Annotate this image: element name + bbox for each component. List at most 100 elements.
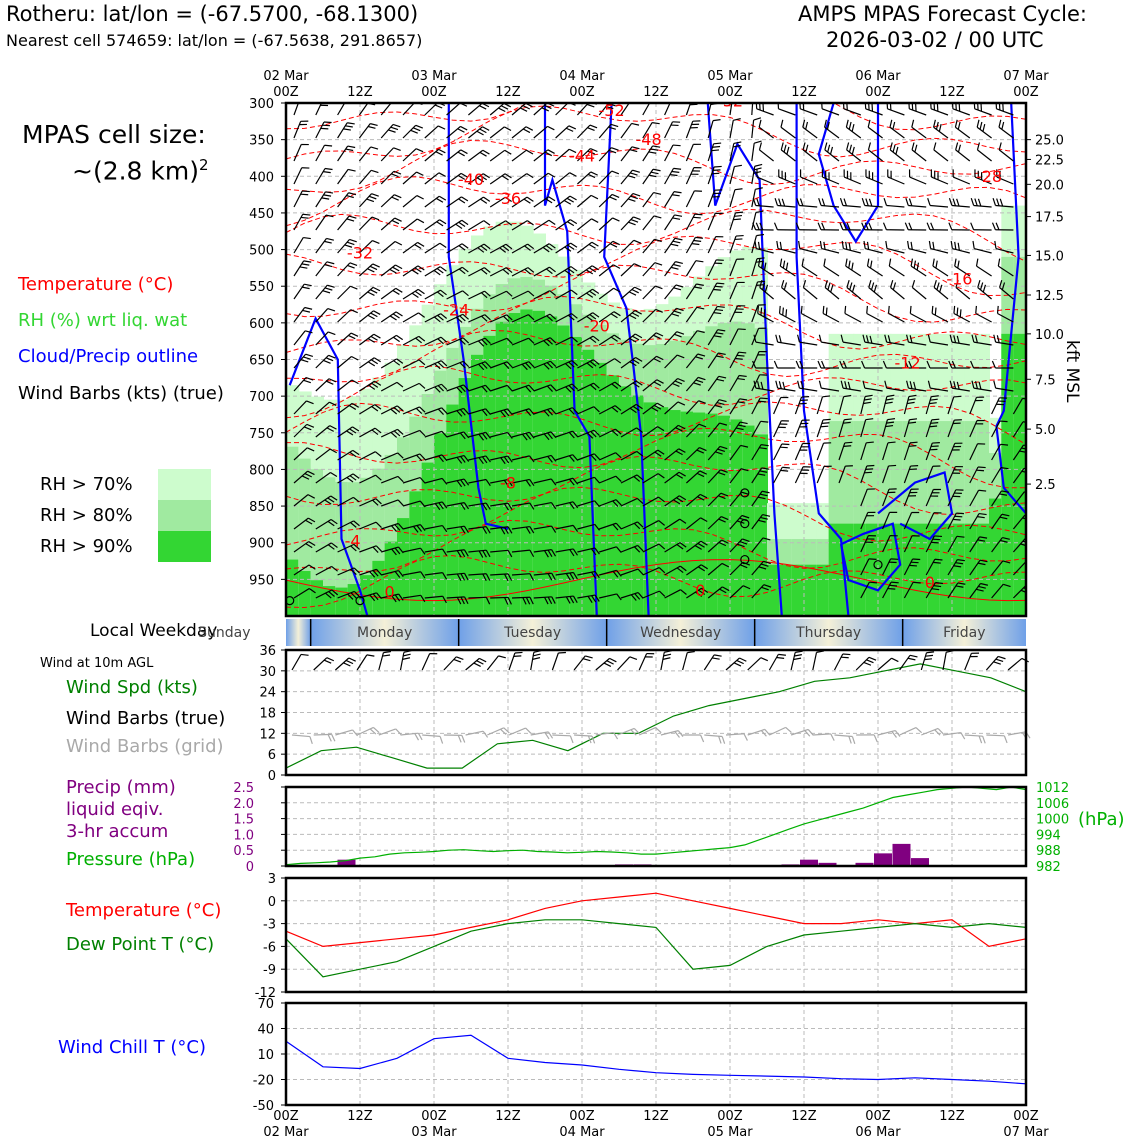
barb-feather xyxy=(609,243,618,248)
wind-barb xyxy=(468,314,491,323)
barb-feather xyxy=(675,473,684,479)
wind-barb xyxy=(402,218,425,231)
wind-barb xyxy=(707,189,723,208)
wind-barb xyxy=(925,512,942,530)
barb-shaft xyxy=(729,166,735,185)
wind-barb xyxy=(402,429,426,438)
barb-feather xyxy=(609,196,617,201)
barb-feather xyxy=(822,305,825,314)
barb-feather xyxy=(415,124,424,129)
barb-feather xyxy=(652,122,660,125)
wind-barb xyxy=(801,258,818,277)
wind-barb xyxy=(840,334,861,346)
barb-feather xyxy=(934,307,937,316)
barb-feather xyxy=(677,730,684,738)
barb-feather xyxy=(463,408,470,415)
wind-barb xyxy=(293,517,316,530)
barb-feather xyxy=(1002,560,1011,564)
rh90-cell xyxy=(952,523,966,616)
barb-feather xyxy=(886,421,895,424)
barb-feather xyxy=(783,282,788,290)
weekday-band xyxy=(754,619,903,646)
weekday-band xyxy=(286,619,311,646)
barb-feather xyxy=(823,241,826,250)
barb-feather xyxy=(949,380,953,389)
barb-feather xyxy=(760,381,764,390)
barb-feather xyxy=(741,491,749,495)
weekday-name: Monday xyxy=(357,625,412,641)
wind-barb xyxy=(991,222,1014,231)
top-time-tick-label: 12Z xyxy=(347,85,373,100)
barb-feather xyxy=(697,496,705,501)
cloud-outline xyxy=(706,103,783,616)
barb-shaft xyxy=(977,149,992,162)
barb-feather xyxy=(827,144,831,153)
wind-barb xyxy=(555,524,579,532)
barb-shaft xyxy=(642,590,660,599)
grid-wind-barb xyxy=(465,730,489,738)
barb-feather xyxy=(823,258,826,267)
barb-feather xyxy=(909,305,912,314)
barb-feather xyxy=(526,149,534,155)
barb-shaft xyxy=(424,595,443,599)
barb-feather xyxy=(371,216,380,221)
barb-feather xyxy=(612,240,620,246)
barb-feather xyxy=(586,292,594,298)
surface-wind-barb xyxy=(443,656,464,671)
barb-feather xyxy=(397,452,404,459)
temperature-label: -24 xyxy=(443,301,469,320)
barb-shaft xyxy=(293,494,309,507)
wind-barb xyxy=(707,119,721,139)
barb-feather xyxy=(718,541,727,547)
wind-barb xyxy=(402,288,425,300)
barb-feather xyxy=(568,408,575,415)
bottom-time-tick-label: 12Z xyxy=(791,1109,817,1124)
kft-tick-label: 10.0 xyxy=(1035,328,1064,343)
wind-barb xyxy=(1012,421,1026,438)
barb-feather xyxy=(398,593,404,601)
barb-feather xyxy=(461,219,469,226)
barb-shaft xyxy=(293,588,310,599)
temperature-contour xyxy=(286,176,1026,227)
barb-shaft xyxy=(882,465,890,484)
barb-feather xyxy=(657,426,665,432)
wind-barb xyxy=(991,583,1011,599)
barb-shaft xyxy=(489,337,508,346)
barb-feather xyxy=(635,403,643,410)
barb-feather xyxy=(548,196,556,202)
barb-feather xyxy=(676,544,684,550)
barb-feather xyxy=(695,260,704,263)
kft-tick-label: 2.5 xyxy=(1035,478,1056,493)
barb-shaft xyxy=(942,652,947,671)
wind-barb xyxy=(976,119,992,139)
wind-barb xyxy=(991,360,1014,369)
wind-barb xyxy=(933,119,949,139)
barb-feather xyxy=(572,430,579,438)
grid-wind-barb xyxy=(400,732,423,741)
barb-feather xyxy=(462,337,470,344)
wind-barb xyxy=(756,169,774,185)
wind-barb xyxy=(490,455,513,465)
temperature-panel: -12-9-6-303 xyxy=(255,872,1028,1001)
barb-feather xyxy=(395,311,403,317)
barb-feather xyxy=(695,591,703,597)
wind-barb xyxy=(620,356,643,369)
barb-feather xyxy=(304,283,312,287)
weekday-name: Tuesday xyxy=(503,625,561,641)
wind-ytick-label: 36 xyxy=(259,644,276,659)
wind-barb xyxy=(293,447,315,461)
barb-feather xyxy=(636,427,644,433)
wind-barb xyxy=(974,169,992,185)
barb-feather xyxy=(1022,540,1026,543)
wind-barb xyxy=(468,455,491,465)
wind-barb xyxy=(903,535,920,553)
barb-feather xyxy=(862,334,866,343)
barb-feather xyxy=(370,289,378,294)
barb-shaft xyxy=(664,103,671,116)
wind-barb xyxy=(882,535,898,553)
wind-barb xyxy=(555,454,579,462)
barb-feather xyxy=(527,290,535,297)
barb-feather xyxy=(349,428,357,434)
kft-tick-label: 15.0 xyxy=(1035,249,1064,264)
barb-feather xyxy=(591,265,599,271)
